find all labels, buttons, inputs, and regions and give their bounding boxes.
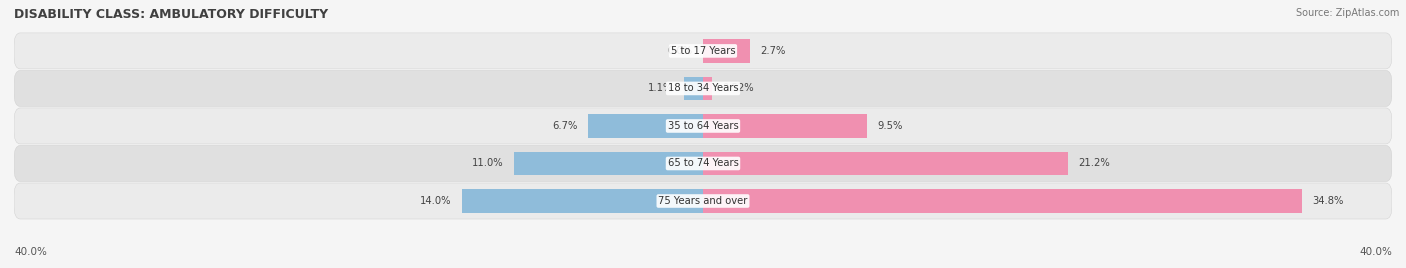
Text: 11.0%: 11.0% (471, 158, 503, 169)
Text: 40.0%: 40.0% (14, 247, 46, 257)
Bar (588, 114, 703, 137)
Text: 0.52%: 0.52% (723, 83, 754, 94)
Text: Source: ZipAtlas.com: Source: ZipAtlas.com (1295, 8, 1399, 18)
Bar (461, 189, 703, 213)
Text: 1.1%: 1.1% (648, 83, 673, 94)
Text: DISABILITY CLASS: AMBULATORY DIFFICULTY: DISABILITY CLASS: AMBULATORY DIFFICULTY (14, 8, 328, 21)
Text: 5 to 17 Years: 5 to 17 Years (671, 46, 735, 56)
FancyBboxPatch shape (14, 146, 1392, 181)
Bar (703, 114, 866, 137)
Text: 9.5%: 9.5% (877, 121, 903, 131)
Bar (513, 152, 703, 175)
FancyBboxPatch shape (14, 33, 1392, 69)
Text: 2.7%: 2.7% (759, 46, 785, 56)
Text: 65 to 74 Years: 65 to 74 Years (668, 158, 738, 169)
Text: 0.0%: 0.0% (668, 46, 693, 56)
Text: 40.0%: 40.0% (1360, 247, 1392, 257)
FancyBboxPatch shape (14, 183, 1392, 219)
Text: 14.0%: 14.0% (420, 196, 451, 206)
Text: 6.7%: 6.7% (553, 121, 578, 131)
Text: 35 to 64 Years: 35 to 64 Years (668, 121, 738, 131)
Legend: Male, Female: Male, Female (638, 266, 768, 268)
Text: 75 Years and over: 75 Years and over (658, 196, 748, 206)
FancyBboxPatch shape (14, 70, 1392, 106)
Text: 18 to 34 Years: 18 to 34 Years (668, 83, 738, 94)
Text: 21.2%: 21.2% (1078, 158, 1111, 169)
Bar (685, 77, 703, 100)
Bar (703, 189, 1302, 213)
Bar (703, 77, 711, 100)
Bar (703, 39, 749, 62)
Bar (703, 152, 1069, 175)
Text: 34.8%: 34.8% (1313, 196, 1344, 206)
FancyBboxPatch shape (14, 108, 1392, 144)
